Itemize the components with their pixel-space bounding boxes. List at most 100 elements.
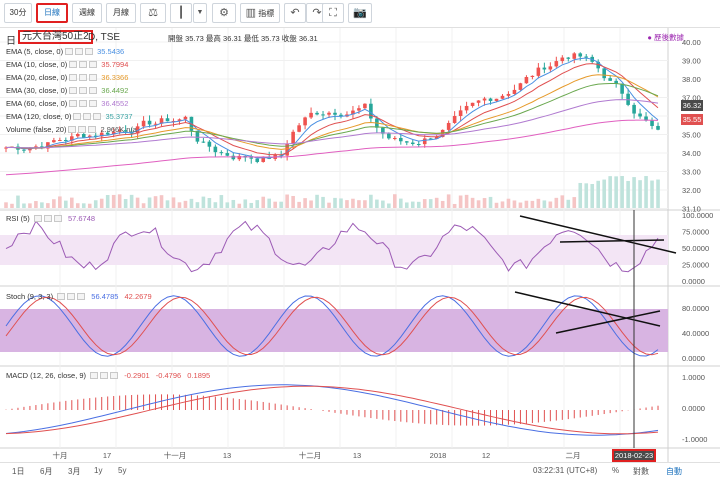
candle (117, 130, 122, 132)
candle (213, 146, 218, 153)
volume-bar (93, 200, 98, 208)
candle (297, 125, 301, 132)
range-1y[interactable]: 1y (94, 466, 103, 475)
candle (291, 131, 295, 144)
candle (171, 120, 176, 122)
candle (105, 132, 110, 135)
indicators-button[interactable]: ▥ 指標 (240, 3, 280, 23)
ema-price-tag: 35.55 (681, 114, 703, 125)
close-icon[interactable] (85, 48, 94, 55)
volume-bar (524, 200, 529, 208)
eye-icon[interactable] (90, 372, 99, 379)
interval-week-button[interactable]: 週線 (72, 3, 102, 23)
macd-axis-label: 1.0000 (682, 373, 705, 382)
close-icon[interactable] (89, 87, 98, 94)
candle (93, 135, 98, 137)
eye-icon[interactable] (33, 215, 42, 222)
chart-canvas[interactable]: 40.0039.0038.0037.0036.0035.0034.0033.00… (0, 28, 720, 462)
rsi-axis-label: 0.0000 (682, 277, 705, 286)
adjusted-data-label[interactable]: ● 歷後數據 (647, 33, 684, 42)
range-5y[interactable]: 5y (118, 466, 127, 475)
auto-toggle[interactable]: 自動 (666, 467, 682, 476)
candle (231, 155, 236, 160)
volume-bar (249, 202, 254, 208)
volume-bar (213, 202, 218, 208)
volume-bar (309, 200, 313, 208)
eye-icon[interactable] (69, 100, 78, 107)
candle (620, 83, 624, 94)
close-icon[interactable] (89, 74, 98, 81)
settings-icon[interactable] (43, 215, 52, 222)
settings-icon[interactable] (78, 126, 87, 133)
candle (165, 118, 170, 122)
chevron-down-icon[interactable]: ▼ (193, 3, 207, 23)
candle (135, 126, 140, 134)
camera-icon[interactable]: 📷 (348, 3, 372, 23)
close-icon[interactable] (89, 100, 98, 107)
eye-icon[interactable] (68, 126, 77, 133)
range-1d[interactable]: 1日 (12, 467, 25, 476)
candle (4, 147, 8, 149)
interval-30min-button[interactable]: 30分 (4, 3, 32, 23)
settings-icon[interactable] (79, 87, 88, 94)
candle (52, 140, 56, 143)
volume-bar (482, 198, 487, 208)
volume-bar (75, 203, 80, 208)
stoch-d-value: 42.2679 (124, 292, 152, 301)
candle (64, 139, 68, 141)
eye-icon[interactable] (69, 61, 78, 68)
settings-icon[interactable] (100, 372, 109, 379)
volume-bar (375, 199, 379, 208)
settings-icon[interactable] (75, 48, 84, 55)
eye-icon[interactable] (69, 87, 78, 94)
volume-bar (321, 196, 325, 208)
close-icon[interactable] (110, 372, 119, 379)
eye-icon[interactable] (73, 113, 82, 120)
price-axis-label: 31.10 (682, 205, 701, 214)
candle (638, 113, 642, 117)
candle (536, 67, 541, 76)
compare-icon[interactable]: ⚖ (140, 3, 166, 23)
close-icon[interactable] (77, 293, 86, 300)
gear-icon[interactable]: ⚙ (212, 3, 236, 23)
undo-icon[interactable]: ↶ (284, 3, 306, 23)
eye-icon[interactable] (65, 48, 74, 55)
candle (237, 155, 242, 160)
volume-bar (177, 202, 182, 208)
interval-day-button[interactable]: 日線 (36, 3, 68, 23)
settings-icon[interactable] (67, 293, 76, 300)
settings-icon[interactable] (79, 100, 88, 107)
volume-bar (99, 198, 104, 208)
close-icon[interactable] (93, 113, 102, 120)
settings-icon[interactable] (83, 113, 92, 120)
close-icon[interactable] (88, 126, 97, 133)
rsi-value: 57.6748 (67, 214, 96, 223)
stoch-legend: Stoch (9, 3, 3) 56.4785 42.2679 (6, 292, 152, 301)
chart-area[interactable]: 40.0039.0038.0037.0036.0035.0034.0033.00… (0, 28, 720, 462)
interval-month-button[interactable]: 月線 (106, 3, 136, 23)
range-6m[interactable]: 6月 (40, 467, 53, 476)
volume-bar (22, 203, 26, 208)
fullscreen-icon[interactable]: ⛶ (322, 3, 344, 23)
volume-bar (297, 201, 301, 208)
volume-bar (111, 194, 116, 208)
range-3m[interactable]: 3月 (68, 467, 81, 476)
settings-icon[interactable] (79, 61, 88, 68)
candle (261, 156, 266, 162)
candle (369, 103, 373, 119)
stoch-d-line (5, 296, 659, 356)
time-axis-label: 十二月 (299, 450, 322, 460)
eye-icon[interactable] (57, 293, 66, 300)
stoch-k-value: 56.4785 (91, 292, 119, 301)
volume-bar (10, 203, 14, 208)
volume-bar (40, 202, 44, 208)
close-icon[interactable] (89, 61, 98, 68)
close-icon[interactable] (53, 215, 62, 222)
volume-bar (153, 196, 158, 208)
ema-line (5, 63, 659, 156)
eye-icon[interactable] (69, 74, 78, 81)
percent-toggle[interactable]: % (612, 466, 620, 475)
settings-icon[interactable] (79, 74, 88, 81)
log-toggle[interactable]: 對數 (633, 467, 649, 476)
candlestick-icon[interactable]: ┃ (170, 3, 192, 23)
